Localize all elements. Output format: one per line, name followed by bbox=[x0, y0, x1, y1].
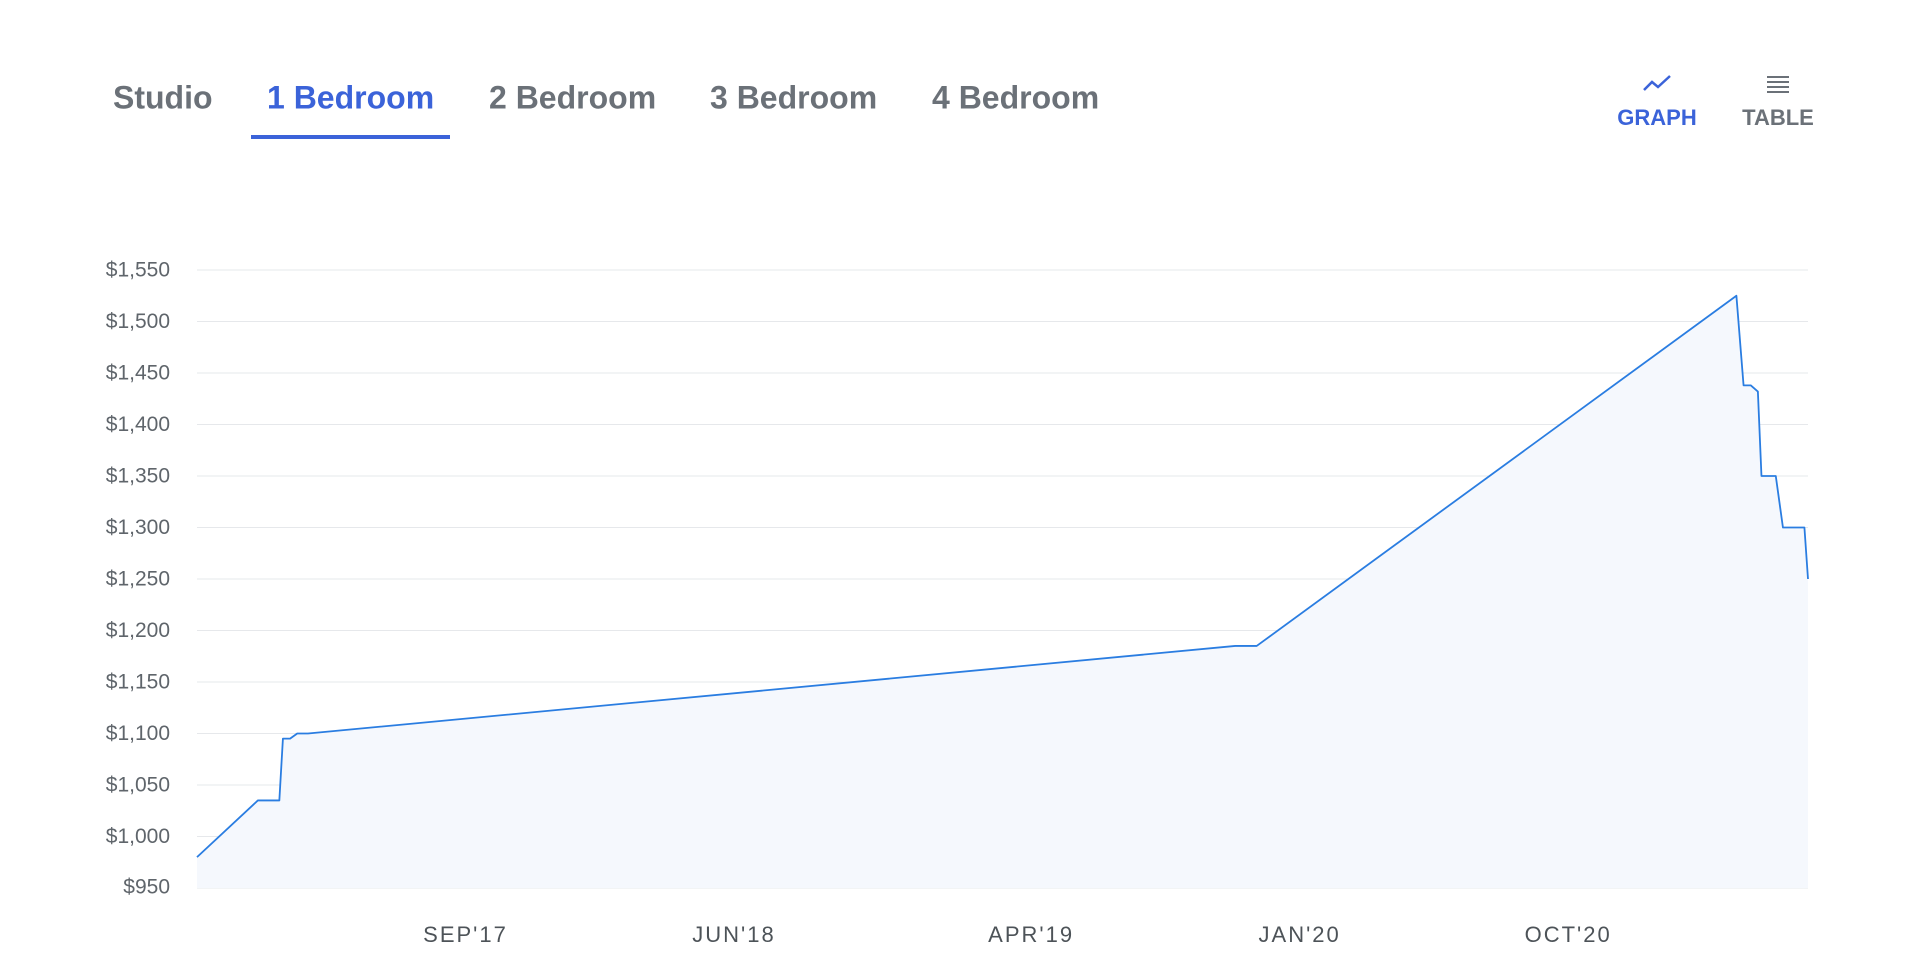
tab[interactable]: 1 Bedroom bbox=[267, 79, 434, 115]
x-tick-label: OCT'20 bbox=[1525, 922, 1612, 947]
y-tick-label: $1,050 bbox=[106, 774, 170, 797]
graph-icon bbox=[1643, 75, 1671, 91]
y-tick-label: $1,350 bbox=[106, 465, 170, 488]
y-tick-label: $1,250 bbox=[106, 568, 170, 591]
tab[interactable]: 3 Bedroom bbox=[710, 79, 877, 115]
y-tick-label: $1,100 bbox=[106, 722, 170, 745]
tab[interactable]: 4 Bedroom bbox=[932, 79, 1099, 115]
x-tick-label: SEP'17 bbox=[423, 922, 508, 947]
y-tick-label: $1,150 bbox=[106, 671, 170, 694]
y-tick-label: $1,300 bbox=[106, 516, 170, 539]
y-tick-label: $950 bbox=[123, 876, 170, 899]
y-tick-label: $1,450 bbox=[106, 362, 170, 385]
area bbox=[197, 295, 1808, 888]
graph-toggle[interactable]: GRAPH bbox=[1617, 105, 1696, 130]
y-tick-label: $1,400 bbox=[106, 413, 170, 436]
x-tick-label: APR'19 bbox=[988, 922, 1074, 947]
x-tick-label: JUN'18 bbox=[692, 922, 775, 947]
table-icon bbox=[1767, 76, 1789, 93]
y-tick-label: $1,500 bbox=[106, 310, 170, 333]
plot: $950 $1,000 $1,050 $1,100 $1,150 $1,200 $1,250… bbox=[106, 259, 1809, 947]
tab[interactable]: Studio bbox=[113, 79, 213, 115]
y-tick-label: $1,550 bbox=[106, 259, 170, 282]
x-tick-label: JAN'20 bbox=[1259, 922, 1341, 947]
tab-underline bbox=[251, 135, 450, 139]
y-tick-label: $1,000 bbox=[106, 825, 170, 848]
table-toggle[interactable]: TABLE bbox=[1742, 105, 1814, 130]
y-tick-label: $1,200 bbox=[106, 619, 170, 642]
tab[interactable]: 2 Bedroom bbox=[489, 79, 656, 115]
line bbox=[196, 294, 1809, 858]
